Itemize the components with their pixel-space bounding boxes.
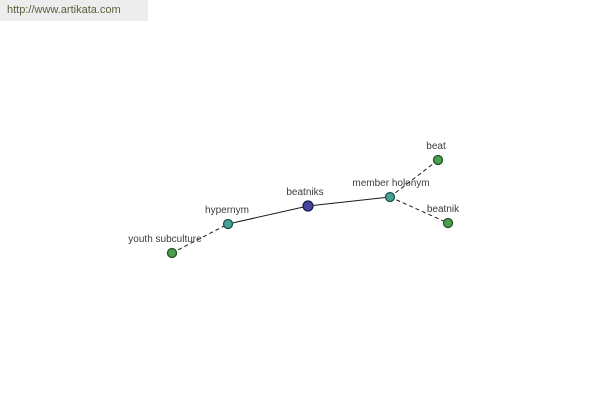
url-status-text: http://www.artikata.com (0, 0, 148, 21)
node-label-beatnik: beatnik (426, 204, 460, 215)
node-label-hypernym: hypernym (205, 205, 249, 216)
edge-youth-subculture-hypernym (171, 223, 229, 254)
edge-beatniks-member-holonym (307, 196, 391, 207)
node-beatniks[interactable] (302, 200, 314, 212)
edge-member-holonym-beatnik (389, 196, 449, 224)
node-label-beatniks: beatniks (286, 187, 324, 198)
node-youth-subculture[interactable] (166, 247, 178, 259)
node-label-member-holonym: member holonym (352, 178, 430, 189)
node-label-beat: beat (426, 141, 446, 152)
node-label-youth-subculture: youth subculture (128, 234, 202, 245)
node-beat[interactable] (432, 154, 444, 166)
edge-member-holonym-beat (389, 159, 439, 198)
node-member-holonym[interactable] (384, 191, 396, 203)
node-beatnik[interactable] (442, 217, 454, 229)
edge-hypernym-beatniks (227, 205, 309, 225)
node-hypernym[interactable] (222, 218, 234, 230)
